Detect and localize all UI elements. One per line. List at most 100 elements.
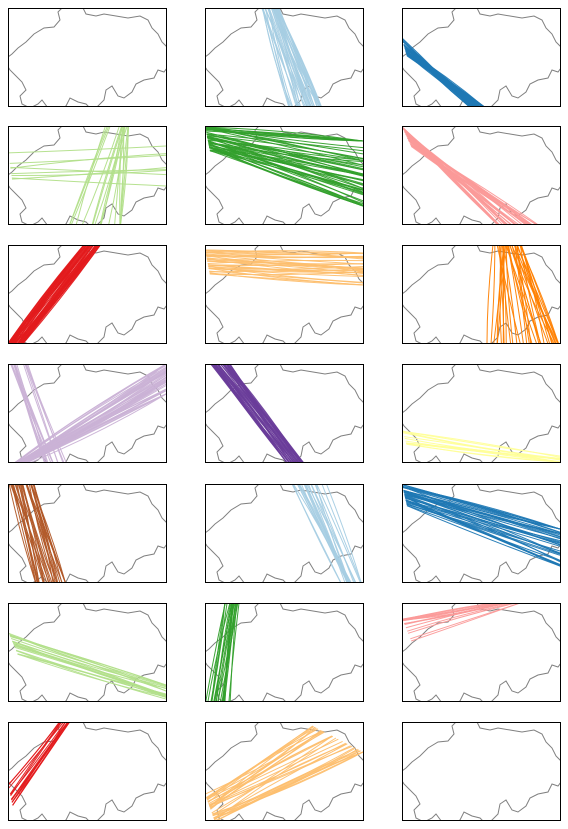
track <box>406 53 477 106</box>
track <box>273 8 308 106</box>
track <box>119 126 125 224</box>
track <box>14 245 98 343</box>
track <box>213 603 233 701</box>
track <box>519 245 559 343</box>
track <box>208 142 363 171</box>
country-outline <box>402 364 560 462</box>
track <box>100 126 123 224</box>
track <box>11 167 166 180</box>
map-panel <box>8 722 167 821</box>
track <box>10 638 166 687</box>
panel-frame <box>8 484 167 583</box>
track <box>15 649 166 697</box>
track <box>514 245 528 343</box>
track <box>213 364 293 462</box>
map-panel <box>402 722 561 821</box>
track <box>409 142 530 224</box>
map-panel <box>402 245 561 344</box>
track <box>215 603 234 701</box>
map-panel <box>402 364 561 463</box>
track <box>316 484 361 582</box>
track <box>91 126 123 224</box>
track <box>120 126 129 224</box>
track <box>268 8 293 106</box>
track <box>11 722 69 801</box>
track <box>403 44 472 106</box>
map-content <box>402 126 560 224</box>
track <box>509 245 555 343</box>
track <box>25 364 65 462</box>
country-outline <box>402 8 560 106</box>
country-outline <box>8 245 166 343</box>
track <box>262 8 293 106</box>
track <box>406 505 560 567</box>
panel-frame <box>205 722 364 821</box>
track <box>499 245 502 343</box>
track <box>217 364 300 462</box>
track <box>12 722 71 806</box>
track <box>9 154 166 164</box>
track <box>514 245 559 343</box>
track <box>213 750 361 820</box>
track <box>276 8 315 106</box>
panel-frame <box>402 245 561 344</box>
track <box>205 249 363 255</box>
track <box>411 603 522 642</box>
map-content <box>402 603 560 701</box>
track <box>205 127 363 142</box>
track <box>8 484 36 582</box>
track <box>208 267 363 277</box>
track <box>16 484 39 582</box>
country-outline <box>8 364 166 462</box>
track <box>402 484 560 530</box>
track <box>496 245 521 343</box>
track <box>8 632 166 686</box>
track <box>507 245 524 343</box>
track <box>217 751 363 820</box>
track <box>405 134 511 224</box>
map-content <box>8 603 166 701</box>
panel-frame <box>205 8 364 107</box>
panel-frame <box>8 364 167 463</box>
map-panel <box>8 603 167 702</box>
map-content <box>205 245 363 343</box>
map-panel <box>205 364 364 463</box>
track <box>22 364 59 462</box>
panel-frame <box>8 8 167 107</box>
panel-frame <box>205 603 364 702</box>
track <box>496 245 507 343</box>
track <box>268 8 306 106</box>
country-outline <box>205 245 363 343</box>
track <box>274 8 312 106</box>
track <box>25 484 58 582</box>
track <box>403 128 498 224</box>
track <box>211 603 228 701</box>
track <box>206 730 323 800</box>
track <box>207 136 363 176</box>
map-content <box>8 245 166 343</box>
country-outline <box>8 8 166 106</box>
panel-frame <box>402 364 561 463</box>
track <box>20 484 40 582</box>
country-outline <box>402 484 560 582</box>
track <box>406 442 560 460</box>
track <box>298 484 351 582</box>
map-panel <box>8 8 167 107</box>
map-panel <box>8 364 167 463</box>
track <box>207 264 363 274</box>
track <box>30 484 66 582</box>
country-outline <box>402 245 560 343</box>
map-content <box>8 8 166 106</box>
track <box>292 484 341 582</box>
track <box>211 364 288 462</box>
track <box>210 735 333 810</box>
track <box>516 245 557 343</box>
track <box>99 126 128 224</box>
track <box>402 431 560 459</box>
panel-frame <box>402 126 561 225</box>
track <box>221 364 296 462</box>
track <box>33 484 63 582</box>
map-panel <box>205 245 364 344</box>
map-content <box>402 8 560 106</box>
track <box>18 364 166 462</box>
